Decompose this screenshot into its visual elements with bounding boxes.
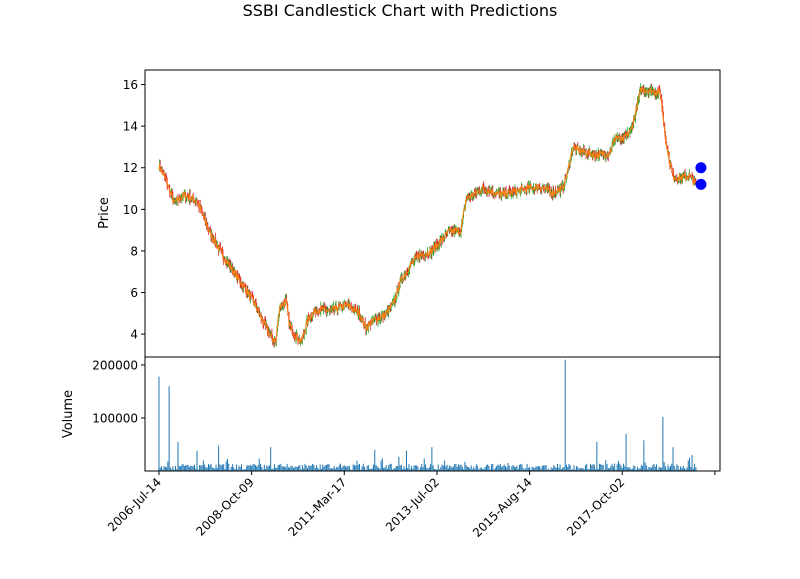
- volume-y-tick-label: 200000: [92, 358, 138, 372]
- price-y-tick-label: 8: [130, 244, 138, 258]
- volume-panel: 100000 200000 Volume: [61, 356, 721, 472]
- x-tick-label: 2008-Oct-09: [193, 475, 256, 538]
- prediction-point: [695, 178, 707, 190]
- x-tick-label: 2017-Oct-02: [564, 475, 627, 538]
- price-y-axis: 4 6 8 10 12 14 16: [123, 78, 145, 342]
- candlestick-series: [159, 83, 697, 348]
- x-tick-label: 2013-Jul-02: [383, 475, 442, 534]
- price-y-tick-label: 14: [123, 120, 138, 134]
- volume-ylabel: Volume: [61, 390, 76, 438]
- chart-title: SSBI Candlestick Chart with Predictions: [243, 1, 558, 20]
- price-y-tick-label: 4: [130, 328, 138, 342]
- price-y-tick-label: 6: [130, 286, 138, 300]
- volume-y-tick-label: 100000: [92, 411, 138, 425]
- price-panel-frame: [144, 69, 721, 358]
- x-tick-label: 2006-Jul-14: [105, 475, 164, 534]
- x-tick-label: 2015-Aug-14: [470, 475, 535, 540]
- x-axis: 2006-Jul-14 2008-Oct-09 2011-Mar-17 2013-Ju…: [105, 471, 716, 540]
- prediction-series: [695, 162, 707, 190]
- close-line: [158, 86, 697, 345]
- volume-series: [158, 359, 697, 471]
- price-y-tick-label: 16: [123, 78, 138, 92]
- price-panel: 4 6 8 10 12 14 16 Price: [97, 69, 721, 358]
- x-tick-label: 2011-Mar-17: [286, 475, 350, 539]
- price-y-tick-label: 12: [123, 161, 138, 175]
- volume-y-axis: 100000 200000: [92, 358, 145, 425]
- volume-panel-frame: [144, 356, 721, 472]
- prediction-point: [695, 162, 707, 174]
- price-ylabel: Price: [97, 197, 112, 229]
- price-y-tick-label: 10: [123, 203, 138, 217]
